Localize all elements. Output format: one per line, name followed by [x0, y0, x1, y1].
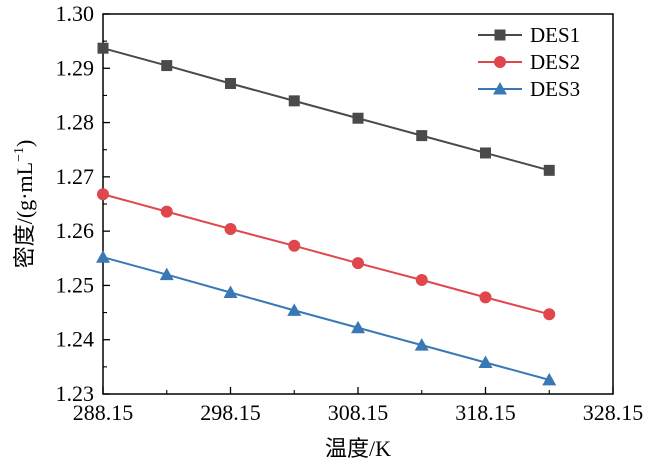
series-line-des3	[102, 256, 550, 381]
data-point-des3	[96, 250, 110, 263]
data-point-des3	[223, 285, 238, 298]
y-tick-label: 1.26	[56, 218, 95, 243]
data-point-des1	[97, 42, 109, 54]
data-point-des2	[352, 257, 364, 270]
y-axis: 1.23 1.24 1.25 1.26 1.27 1.28 1.29 1.30	[56, 1, 110, 406]
data-point-des3	[287, 303, 302, 316]
data-point-des1	[161, 60, 173, 72]
data-point-des1	[352, 112, 364, 124]
data-point-des3	[542, 372, 557, 386]
data-point-des2	[543, 308, 556, 321]
y-axis-title-superscript: −1	[12, 147, 27, 162]
x-tick-label: 298.15	[200, 400, 261, 425]
series-layer	[96, 42, 557, 386]
legend-item-des3: DES3	[478, 77, 580, 101]
x-tick-label: 318.15	[455, 400, 516, 425]
series-des2	[97, 188, 556, 321]
x-axis-title: 温度/K	[325, 436, 391, 461]
data-point-des2	[479, 291, 492, 304]
series-line-des2	[102, 193, 550, 316]
series-line-des1	[102, 47, 550, 172]
legend: DES1 DES2 DES3	[478, 23, 580, 101]
series-des3	[96, 250, 557, 386]
y-tick-label: 1.30	[56, 1, 95, 26]
data-point-des1	[288, 95, 300, 107]
series-des1	[97, 42, 555, 176]
legend-marker-des2	[494, 56, 506, 68]
data-point-des2	[415, 274, 428, 286]
data-point-des3	[159, 267, 174, 281]
x-tick-label: 308.15	[328, 400, 389, 425]
data-point-des1	[543, 164, 555, 176]
legend-label-des3: DES3	[530, 77, 580, 101]
x-tick-label: 328.15	[583, 400, 644, 425]
data-point-des2	[224, 222, 237, 235]
legend-marker-des3	[493, 82, 507, 95]
legend-label-des2: DES2	[530, 50, 580, 74]
x-tick-label: 288.15	[73, 400, 134, 425]
y-tick-label: 1.24	[56, 327, 95, 352]
x-axis: 288.15 298.15 308.15 318.15 328.15	[73, 387, 644, 425]
y-tick-label: 1.23	[56, 381, 95, 406]
data-point-des1	[416, 130, 428, 142]
y-tick-label: 1.29	[56, 55, 95, 80]
data-point-des1	[480, 147, 491, 159]
data-point-des2	[97, 188, 109, 201]
legend-item-des1: DES1	[478, 23, 580, 47]
legend-item-des2: DES2	[478, 50, 580, 74]
data-point-des2	[288, 239, 301, 252]
legend-label-des1: DES1	[530, 23, 580, 47]
y-tick-label: 1.27	[56, 164, 95, 189]
y-tick-label: 1.28	[56, 110, 95, 135]
data-point-des1	[225, 77, 236, 89]
y-axis-title-main: 密度/(g·mL	[12, 162, 37, 268]
data-point-des3	[414, 338, 429, 351]
y-axis-title: 密度/(g·mL−1)	[12, 140, 37, 269]
data-point-des3	[478, 355, 493, 369]
data-point-des3	[351, 320, 365, 334]
legend-marker-des1	[494, 29, 506, 41]
data-point-des2	[160, 205, 173, 218]
y-axis-title-close: )	[12, 140, 37, 147]
y-tick-label: 1.25	[56, 272, 95, 297]
